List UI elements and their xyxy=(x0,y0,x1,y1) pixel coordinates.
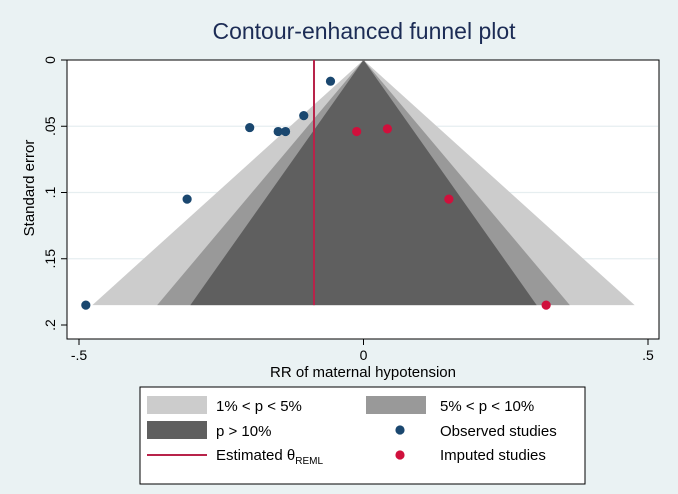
imputed-study-point-3 xyxy=(541,300,551,310)
legend-swatch-1-5 xyxy=(147,396,207,414)
y-tick-label-3: .15 xyxy=(42,249,58,269)
legend: 1% < p < 5% 5% < p < 10% p > 10% Observe… xyxy=(139,386,586,485)
y-tick-label-4: .2 xyxy=(42,319,58,331)
contour-region-2 xyxy=(190,60,537,306)
legend-label-gt10: p > 10% xyxy=(216,423,271,440)
legend-label-5-10: 5% < p < 10% xyxy=(440,398,534,415)
imputed-study-point-0 xyxy=(352,126,362,137)
observed-study-point-6 xyxy=(81,300,91,310)
study-points xyxy=(81,76,551,310)
legend-label-estimate-sub: REML xyxy=(295,456,323,467)
imputed-study-point-2 xyxy=(444,194,454,204)
x-tick-label-0: -.5 xyxy=(71,347,88,363)
x-ticks: -.5 0 .5 xyxy=(71,339,654,363)
legend-label-estimate: Estimated θREML xyxy=(216,447,323,467)
x-tick-label-1: 0 xyxy=(360,347,368,363)
x-axis-label: RR of maternal hypotension xyxy=(270,364,456,381)
legend-label-1-5: 1% < p < 5% xyxy=(216,398,302,415)
observed-study-point-0 xyxy=(325,76,336,86)
legend-label-estimate-main: Estimated θ xyxy=(216,447,295,464)
observed-study-point-5 xyxy=(182,194,192,204)
observed-study-point-1 xyxy=(299,111,309,121)
imputed-study-point-1 xyxy=(382,124,392,134)
y-ticks: 0 .05 .1 .15 .2 xyxy=(42,56,67,331)
x-tick-label-2: .5 xyxy=(642,347,654,363)
observed-study-point-3 xyxy=(273,126,283,137)
observed-study-point-2 xyxy=(245,122,255,133)
observed-study-point-4 xyxy=(280,126,291,137)
chart-title: Contour-enhanced funnel plot xyxy=(212,18,516,44)
y-tick-label-0: 0 xyxy=(42,56,58,64)
legend-label-observed: Observed studies xyxy=(440,423,557,440)
legend-swatch-5-10 xyxy=(366,396,426,414)
y-tick-label-1: .05 xyxy=(42,116,58,136)
legend-marker-observed xyxy=(395,425,405,435)
contour-regions xyxy=(92,60,635,306)
legend-box xyxy=(139,386,586,485)
legend-swatch-gt10 xyxy=(147,421,207,439)
y-tick-label-2: .1 xyxy=(42,186,58,198)
y-axis-label: Standard error xyxy=(21,140,38,237)
legend-marker-imputed xyxy=(395,450,405,460)
legend-label-imputed: Imputed studies xyxy=(440,447,546,464)
